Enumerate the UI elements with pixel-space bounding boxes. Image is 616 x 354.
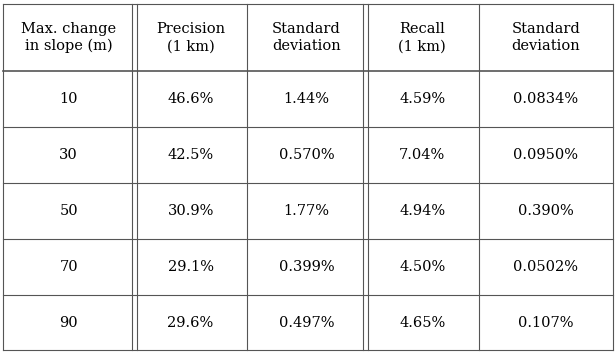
Text: 29.6%: 29.6% (168, 315, 214, 330)
Text: in slope (m): in slope (m) (25, 39, 113, 53)
Text: 0.0834%: 0.0834% (513, 92, 578, 106)
Text: deviation: deviation (272, 39, 341, 53)
Text: 0.107%: 0.107% (518, 315, 573, 330)
Text: Standard: Standard (511, 22, 580, 35)
Text: Max. change: Max. change (21, 22, 116, 35)
Text: Precision: Precision (156, 22, 225, 35)
Text: Standard: Standard (272, 22, 341, 35)
Text: 50: 50 (59, 204, 78, 218)
Text: deviation: deviation (511, 39, 580, 53)
Text: 4.50%: 4.50% (399, 260, 445, 274)
Text: 70: 70 (59, 260, 78, 274)
Text: 4.65%: 4.65% (399, 315, 445, 330)
Text: 0.497%: 0.497% (278, 315, 334, 330)
Text: 90: 90 (59, 315, 78, 330)
Text: 0.0950%: 0.0950% (513, 148, 578, 162)
Text: 4.94%: 4.94% (399, 204, 445, 218)
Text: 7.04%: 7.04% (399, 148, 445, 162)
Text: (1 km): (1 km) (399, 39, 446, 53)
Text: Recall: Recall (399, 22, 445, 35)
Text: 46.6%: 46.6% (168, 92, 214, 106)
Text: 0.570%: 0.570% (278, 148, 334, 162)
Text: 1.77%: 1.77% (283, 204, 330, 218)
Text: 29.1%: 29.1% (168, 260, 214, 274)
Text: 30.9%: 30.9% (168, 204, 214, 218)
Text: 0.390%: 0.390% (518, 204, 573, 218)
Text: (1 km): (1 km) (167, 39, 214, 53)
Text: 10: 10 (59, 92, 78, 106)
Text: 1.44%: 1.44% (283, 92, 330, 106)
Text: 42.5%: 42.5% (168, 148, 214, 162)
Text: 0.0502%: 0.0502% (513, 260, 578, 274)
Text: 30: 30 (59, 148, 78, 162)
Text: 4.59%: 4.59% (399, 92, 445, 106)
Text: 0.399%: 0.399% (278, 260, 334, 274)
